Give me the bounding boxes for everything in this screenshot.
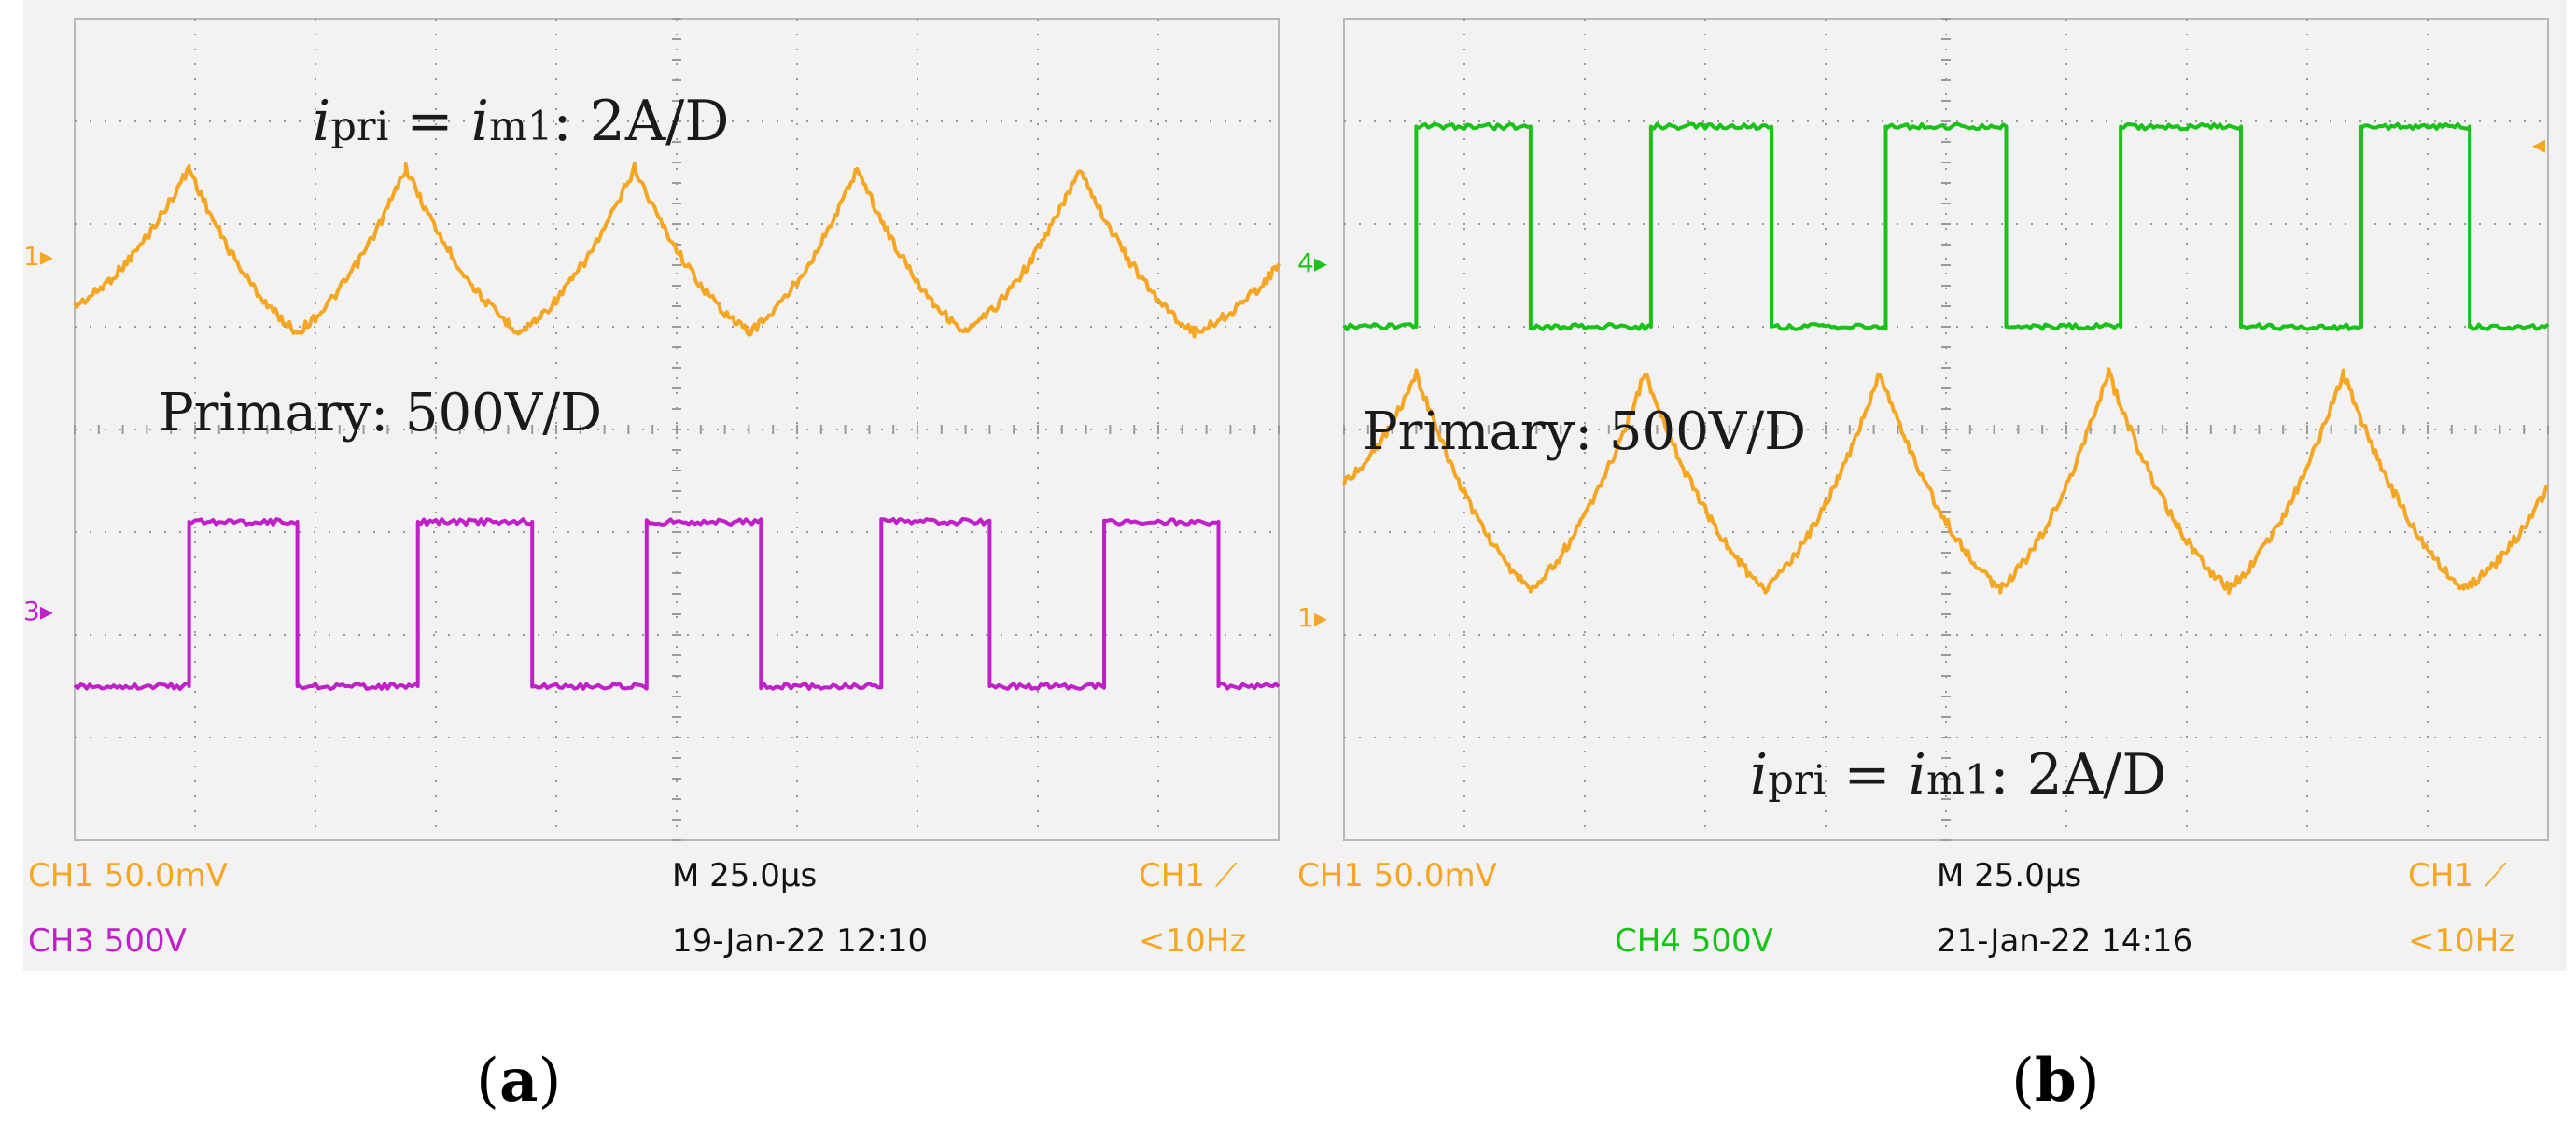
channel-marker-1-a: 1▸	[23, 241, 53, 272]
label-i2: i	[1908, 742, 1926, 808]
label-primary-a: Primary: 500V/D	[159, 383, 603, 443]
series-ch1-trace	[73, 162, 1281, 339]
label-rest: : 2A/D	[1990, 742, 2167, 808]
status-ch3-a: CH3 500V	[28, 922, 187, 960]
status-timebase-a: M 25.0µs	[672, 857, 818, 894]
status-date-b: 21-Jan-22 14:16	[1937, 922, 2193, 960]
caption-b: (b)	[2011, 1046, 2100, 1116]
label-i1: i	[1750, 742, 1769, 808]
label-rest: : 2A/D	[553, 89, 730, 154]
status-trigger-b: CH1 ⟋	[2408, 857, 2507, 894]
label-eq: =	[388, 89, 471, 154]
label-eq: =	[1826, 742, 1909, 808]
graticule	[74, 18, 1280, 841]
scope-screen-b	[1342, 18, 2550, 841]
channel-marker-4-b: 4▸	[1297, 247, 1327, 278]
label-i2: i	[470, 89, 489, 154]
channel-marker-1-b: 1▸	[1297, 602, 1327, 633]
status-ch4-b: CH4 500V	[1615, 922, 1773, 960]
label-s1: pri	[330, 104, 389, 150]
label-ipri-im1-b: ipri = im1: 2A/D	[1750, 742, 2167, 808]
series-ch4-trace	[1342, 121, 2550, 331]
label-s2: m1	[1925, 757, 1991, 804]
status-timebase-b: M 25.0µs	[1937, 857, 2082, 894]
oscilloscope-panel-b: Primary: 500V/D ipri = im1: 2A/D 4▸ 1▸ ◂…	[1293, 0, 2567, 971]
status-trigger-a: CH1 ⟋	[1139, 857, 1238, 894]
label-ipri-im1-a: ipri = im1: 2A/D	[313, 89, 730, 154]
label-primary-b: Primary: 500V/D	[1363, 401, 1807, 462]
channel-marker-3-a: 3▸	[23, 596, 53, 626]
trigger-level-arrow-b: ◂	[2532, 129, 2546, 160]
scope-screen-a	[73, 18, 1281, 841]
graticule	[1343, 18, 2549, 841]
status-ch1-b: CH1 50.0mV	[1297, 857, 1497, 894]
status-freq-a: <10Hz	[1139, 922, 1247, 960]
label-i1: i	[313, 89, 331, 154]
label-s1: pri	[1768, 757, 1827, 804]
status-freq-b: <10Hz	[2408, 922, 2516, 960]
label-s2: m1	[488, 104, 553, 150]
status-date-a: 19-Jan-22 12:10	[672, 922, 929, 960]
series-ch1-trace	[1342, 367, 2549, 596]
oscilloscope-panel-a: ipri = im1: 2A/D Primary: 500V/D 1▸ 3▸ C…	[23, 0, 1297, 971]
caption-a: (a)	[476, 1046, 562, 1116]
status-ch1-a: CH1 50.0mV	[28, 857, 228, 894]
series-ch3-trace	[73, 517, 1281, 691]
